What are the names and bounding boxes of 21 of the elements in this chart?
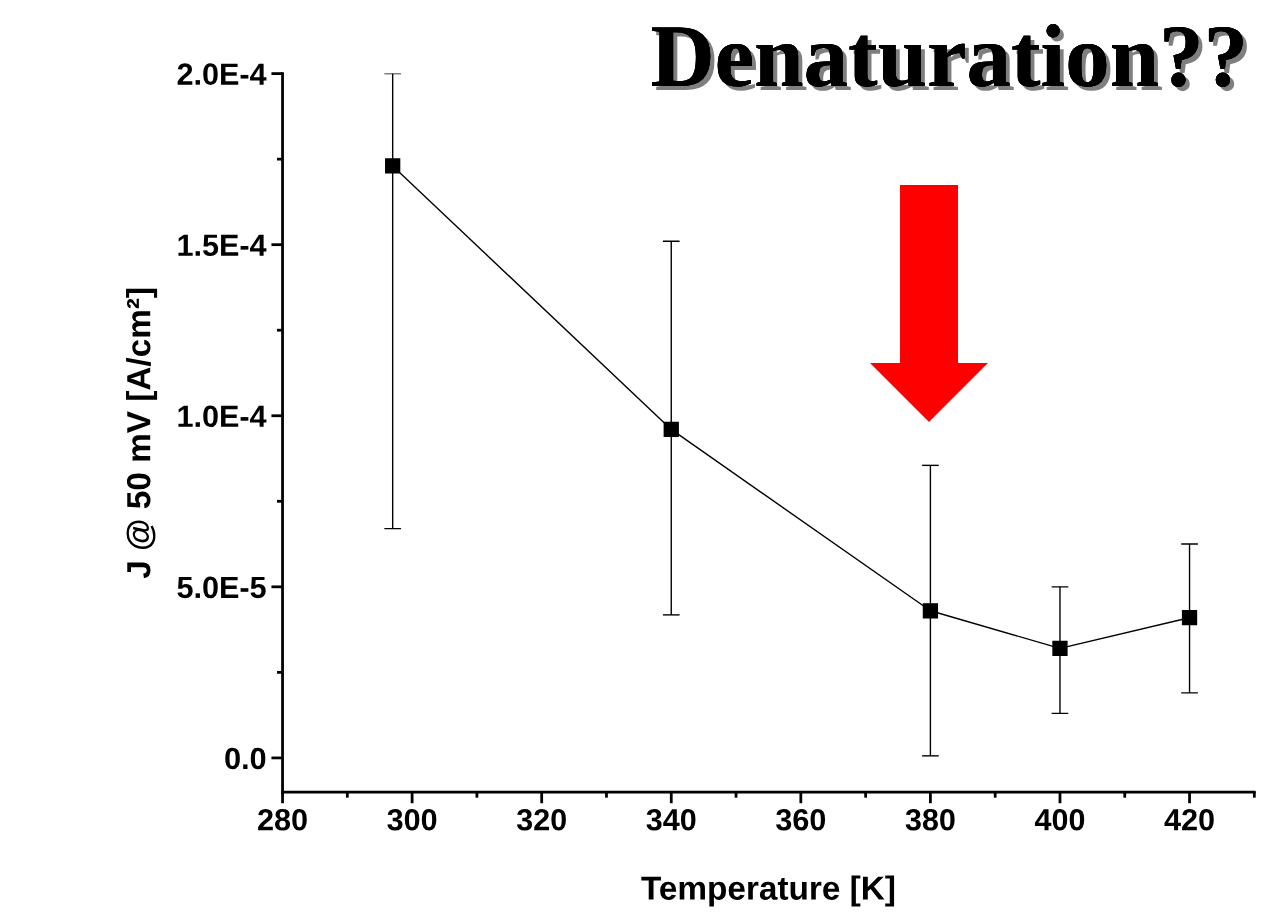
x-tick-label: 380 (905, 808, 955, 831)
x-tick-label: 320 (516, 808, 566, 831)
x-tick-label: 400 (1034, 808, 1085, 831)
point (922, 603, 939, 619)
x-tick-label: 420 (1164, 808, 1214, 831)
x-tick-label: 360 (776, 808, 826, 831)
y-tick-label: 2.0E-4 (177, 63, 267, 85)
point (1052, 640, 1068, 657)
point (663, 421, 679, 438)
y-axis-title: J @ 50 mV [A/cm²] (126, 288, 158, 579)
x-tick-label: 340 (646, 808, 696, 831)
y-tick-label: 5.0E-5 (177, 576, 266, 599)
x-tick-label: 280 (258, 808, 307, 831)
x-tick-label: 300 (387, 808, 437, 831)
y-tick-label: 0.0 (225, 747, 266, 770)
y-tick-label: 1.0E-4 (178, 405, 267, 428)
x-axis-title: Temperature [K] (641, 875, 895, 907)
y-tick-label: 1.5E-4 (178, 234, 267, 257)
annotation: Denaturation?? (652, 24, 1247, 92)
point (1181, 609, 1198, 626)
point (385, 158, 401, 174)
